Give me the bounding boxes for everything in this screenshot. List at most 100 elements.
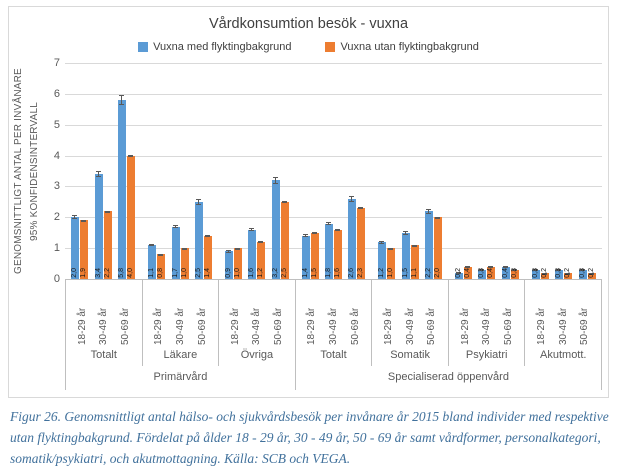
age-tick-label: 30-49 år xyxy=(98,307,110,345)
bar-utan: 0,4 xyxy=(487,266,496,279)
bar-utan: 4,0 xyxy=(127,154,136,279)
error-bar-icon xyxy=(479,268,485,271)
gridline xyxy=(65,155,602,157)
error-bar-icon xyxy=(225,250,231,253)
category-label: Totalt xyxy=(90,349,117,361)
bar-value-label: 0,3 xyxy=(478,268,486,278)
bar-utan: 1,4 xyxy=(203,235,212,279)
error-bar-icon xyxy=(411,244,417,247)
gridline xyxy=(65,217,602,219)
age-tick-label: 18-29 år xyxy=(153,307,165,345)
y-tick-label: 2 xyxy=(53,211,60,224)
age-tick-label: 30-49 år xyxy=(328,307,340,345)
x-axis-groups: 18-29 år 30-49 år 50-69 år Totalt 18-29 år 30… xyxy=(65,280,603,366)
bar-value-label: 1,6 xyxy=(334,268,341,278)
bar-utan: 2,2 xyxy=(103,210,112,279)
bar-med: 1,4 xyxy=(301,234,310,279)
error-bar-icon xyxy=(565,272,571,275)
error-bar-icon xyxy=(556,269,562,272)
bar-pair: 2,5 1,4 xyxy=(194,199,212,279)
supercategory-label: Primärvård xyxy=(65,366,295,390)
bar-utan: 1,6 xyxy=(334,229,342,279)
bar-value-label: 1,9 xyxy=(80,268,88,278)
error-bar-icon xyxy=(95,171,101,177)
bar-value-label: 1,5 xyxy=(310,268,318,278)
age-tick-label: 50-69 år xyxy=(119,307,131,345)
category-label: Totalt xyxy=(320,349,347,361)
y-tick-label: 0 xyxy=(53,273,60,285)
error-bar-icon xyxy=(465,266,471,269)
bar-pair: 0,3 0,4 xyxy=(478,266,496,279)
error-bar-icon xyxy=(104,210,110,213)
age-tick-label: 30-49 år xyxy=(404,307,416,345)
bar-value-label: 0,4 xyxy=(487,268,495,278)
bar-utan: 1,9 xyxy=(80,219,89,279)
bar-value-label: 1,1 xyxy=(148,268,156,278)
error-bar-icon xyxy=(435,216,441,219)
gridline xyxy=(65,248,602,250)
bar-med: 1,1 xyxy=(148,243,157,279)
bar-utan: 0,4 xyxy=(464,266,473,279)
bar-value-label: 2,0 xyxy=(434,268,442,278)
axis-group: 18-29 år 30-49 år 50-69 år Somatik xyxy=(371,280,448,366)
bar-med: 1,2 xyxy=(378,240,387,279)
gridline xyxy=(65,186,602,188)
age-tick-label: 18-29 år xyxy=(459,307,471,345)
gridline xyxy=(65,93,602,95)
error-bar-icon xyxy=(511,269,517,272)
error-bar-icon xyxy=(311,232,317,235)
bar-utan: 1,1 xyxy=(410,244,419,279)
age-tick-label: 50-69 år xyxy=(579,307,591,345)
bar-value-label: 1,1 xyxy=(410,268,418,278)
bar-utan: 2,0 xyxy=(434,216,443,279)
bar-utan: 1,0 xyxy=(233,247,242,279)
x-axis-supercategories: Primärvård Specialiserad öppenvård xyxy=(65,366,602,390)
plot-area: 2,0 1,9 3,4 2,2 5,8 4,0 1,1 0,8 1,7 1,0 2,5 1,4 0,9 1… xyxy=(65,63,602,280)
bar-med: 1,7 xyxy=(171,224,180,279)
bar-value-label: 1,0 xyxy=(387,268,395,278)
bar-value-label: 2,2 xyxy=(425,268,433,278)
chart-title: Vårdkonsumtion besök - vuxna xyxy=(208,16,409,32)
bar-pair: 1,4 1,5 xyxy=(301,232,319,279)
chart-area: GENOMSNITTLIGT ANTAL PER INVÅNARE 95% KO… xyxy=(9,57,608,285)
age-tick-label: 30-49 år xyxy=(481,307,493,345)
age-label-row: 18-29 år 30-49 år 50-69 år xyxy=(219,280,295,345)
y-tick-label: 4 xyxy=(53,149,60,162)
bar-med: 2,2 xyxy=(425,208,434,279)
error-bar-icon xyxy=(426,208,432,214)
bar-value-label: 0,9 xyxy=(224,268,232,278)
bar-group: 0,3 0,2 0,3 0,2 0,3 0,2 xyxy=(525,63,602,279)
age-tick-label: 50-69 år xyxy=(349,307,361,345)
bar-med: 0,9 xyxy=(224,250,233,279)
age-tick-label: 30-49 år xyxy=(557,307,569,345)
axis-group: 18-29 år 30-49 år 50-69 år Övriga xyxy=(218,280,295,366)
bar-med: 1,8 xyxy=(325,221,333,279)
y-tick-label: 7 xyxy=(53,57,60,69)
y-axis-title: GENOMSNITTLIGT ANTAL PER INVÅNARE 95% KO… xyxy=(9,63,45,280)
error-bar-icon xyxy=(195,199,201,205)
bar-value-label: 0,3 xyxy=(510,268,518,278)
y-axis-ticks: 7 6 5 4 3 2 1 0 xyxy=(45,57,65,285)
bar-group: 0,9 1,0 1,6 1,2 3,2 2,5 xyxy=(218,63,295,279)
bar-group: 1,1 0,8 1,7 1,0 2,5 1,4 xyxy=(142,63,219,279)
bar-pair: 0,3 0,2 xyxy=(555,268,573,279)
bar-value-label: 2,3 xyxy=(357,268,365,278)
bar-med: 0,3 xyxy=(478,268,487,279)
bar-pair: 0,3 0,2 xyxy=(578,268,596,279)
bar-utan: 2,5 xyxy=(280,201,289,279)
bar-pair: 0,2 0,4 xyxy=(455,266,473,279)
legend-label-med: Vuxna med flyktingbakgrund xyxy=(153,41,292,53)
chart-figure: Vårdkonsumtion besök - vuxna Vuxna med f… xyxy=(8,6,609,398)
error-bar-icon xyxy=(81,219,87,222)
bar-value-label: 2,5 xyxy=(280,268,288,278)
error-bar-icon xyxy=(335,229,340,232)
error-bar-icon xyxy=(388,247,394,250)
bar-med: 0,3 xyxy=(531,268,540,279)
y-tick-label: 3 xyxy=(53,180,60,193)
bar-group: 1,4 1,5 1,8 1,6 2,6 2,3 xyxy=(295,63,372,279)
legend-swatch-med-icon xyxy=(138,42,149,52)
bar-value-label: 1,7 xyxy=(171,268,179,278)
y-tick-label: 1 xyxy=(53,242,60,255)
bar-value-label: 1,5 xyxy=(401,268,409,278)
